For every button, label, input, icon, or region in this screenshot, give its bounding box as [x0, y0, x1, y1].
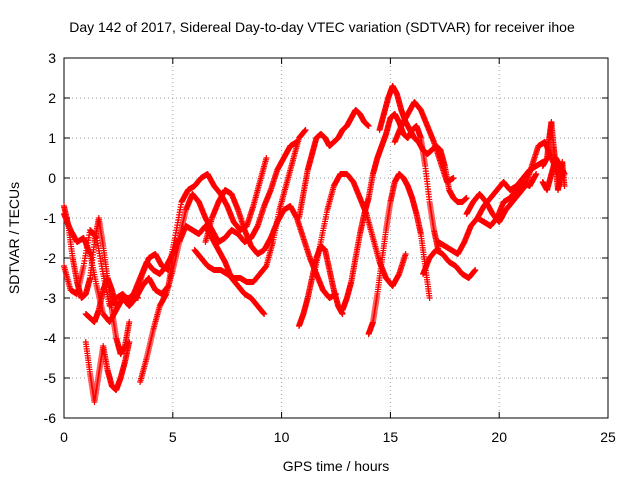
y-tick-label: 3: [48, 50, 56, 66]
data-point: [126, 319, 133, 325]
y-axis-label: SDTVAR / TECUs: [6, 182, 22, 294]
x-tick-labels: 0 5 10 15 20 25: [60, 429, 616, 445]
y-tick-label: 1: [48, 130, 56, 146]
plot-frame: [63, 57, 609, 419]
y-tick-label: -4: [44, 330, 57, 346]
x-tick-label: 5: [169, 429, 177, 445]
y-tick-label: -5: [44, 370, 57, 386]
data-points: [61, 83, 568, 405]
y-tick-label: -3: [44, 290, 57, 306]
y-tick-label: -2: [44, 250, 57, 266]
x-tick-label: 25: [600, 429, 616, 445]
series-arc8: [191, 127, 309, 285]
x-tick-label: 15: [383, 429, 399, 445]
data-point: [402, 251, 409, 257]
y-tick-label: 0: [48, 170, 56, 186]
series-arc11: [296, 107, 372, 221]
data-point: [263, 155, 270, 161]
y-tick-labels: 3 2 1 0 -1 -2 -3 -4 -5 -6: [44, 50, 57, 426]
x-tick-label: 0: [60, 429, 68, 445]
y-tick-label: -1: [44, 210, 57, 226]
x-tick-label: 10: [274, 429, 290, 445]
x-tick-label: 20: [491, 429, 507, 445]
data-point: [302, 127, 309, 133]
y-tick-label: -6: [44, 410, 57, 426]
data-point: [261, 311, 268, 317]
x-axis-label: GPS time / hours: [283, 458, 390, 474]
series-arc6: [137, 223, 268, 385]
series-arc17: [420, 247, 479, 281]
data-point: [134, 295, 141, 301]
series-arc4: [82, 339, 133, 405]
y-tick-label: 2: [48, 90, 56, 106]
axis-ticks: [63, 57, 609, 419]
series-arc7: [130, 139, 300, 297]
data-point: [126, 339, 133, 345]
chart-title: Day 142 of 2017, Sidereal Day-to-day VTE…: [69, 19, 575, 35]
series-arc5: [82, 275, 141, 325]
